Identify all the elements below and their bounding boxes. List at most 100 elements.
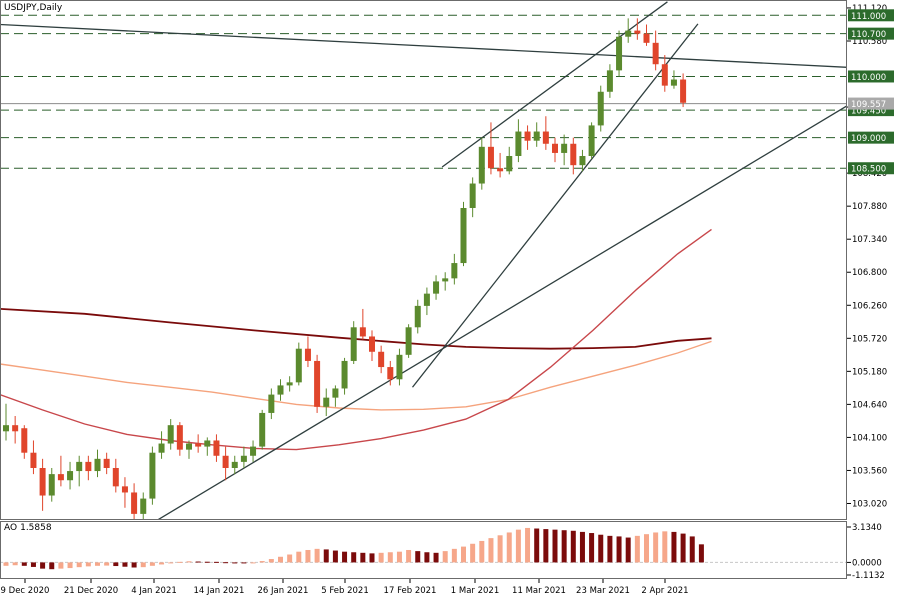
level-label: 108.500	[851, 165, 886, 175]
x-tick-label: 1 Mar 2021	[451, 586, 499, 596]
ao-bar	[287, 554, 293, 563]
ao-bar	[570, 530, 576, 563]
ao-bar	[479, 540, 485, 563]
ao-bar	[525, 527, 531, 563]
moving-average-line	[0, 308, 712, 350]
candle-body	[21, 428, 28, 453]
ao-bar	[21, 562, 27, 566]
candle-body	[579, 156, 586, 166]
candle-body	[423, 293, 430, 306]
level-label: 109.450	[851, 107, 886, 117]
symbol-label: USDJPY,Daily	[4, 3, 63, 13]
ao-bar	[232, 562, 238, 564]
candle-body	[570, 143, 577, 166]
candle-body	[625, 30, 632, 37]
ao-bar	[534, 528, 540, 563]
ao-bar	[396, 551, 402, 563]
moving-average-line	[0, 340, 712, 411]
candle-body	[350, 327, 357, 361]
level-label-box	[848, 131, 894, 144]
candle-body	[533, 131, 540, 141]
ao-bar	[515, 529, 521, 563]
candle-body	[240, 455, 247, 462]
candle-body	[387, 367, 394, 380]
ao-bar	[680, 533, 686, 563]
candle-body	[341, 360, 348, 389]
ao-bar	[451, 548, 457, 563]
ao-bar	[506, 532, 512, 563]
level-label-box	[848, 9, 894, 22]
candle-body	[405, 327, 412, 355]
ao-bar	[671, 531, 677, 563]
candle-body	[616, 36, 623, 71]
trendline	[0, 23, 847, 68]
x-tick-label: 9 Dec 2020	[1, 586, 50, 596]
ao-bar	[195, 561, 201, 563]
candle-body	[131, 492, 138, 514]
candle-body	[295, 348, 302, 383]
candle-body	[506, 156, 513, 172]
ao-bar	[387, 552, 393, 563]
ao-bar	[168, 562, 174, 564]
y-tick-label: 110.580	[852, 37, 887, 47]
ao-bar	[12, 562, 18, 566]
y-tick-label: 106.800	[852, 268, 887, 278]
ao-bar	[122, 562, 128, 567]
ao-bar	[213, 561, 219, 563]
ao-bar	[543, 529, 549, 563]
candle-body	[103, 458, 110, 468]
current-price-box	[848, 97, 894, 110]
ao-bar	[662, 531, 668, 563]
ao-tick-label: 3.1340	[852, 523, 882, 533]
x-tick-label: 21 Dec 2020	[64, 586, 118, 596]
candle-body	[606, 70, 613, 92]
x-tick-label: 23 Mar 2021	[576, 586, 630, 596]
ao-bar	[323, 549, 329, 563]
candle-body	[515, 131, 522, 156]
candle-body	[369, 336, 375, 352]
ao-bar	[131, 562, 137, 568]
candle-body	[112, 468, 119, 487]
candle-body	[451, 263, 458, 279]
candle-body	[204, 440, 211, 447]
ao-bar	[30, 562, 36, 567]
ao-bar	[598, 534, 604, 563]
ao-bar	[378, 552, 384, 563]
y-tick-label: 104.640	[852, 400, 887, 410]
ao-bar	[689, 536, 695, 563]
ao-bar	[369, 553, 375, 563]
ao-bar	[644, 534, 649, 563]
candle-body	[487, 146, 494, 169]
candle-body	[433, 281, 440, 294]
ao-bar	[85, 562, 91, 567]
candle-body	[478, 146, 485, 184]
candle-body	[597, 91, 604, 126]
candle-body	[213, 440, 220, 456]
ao-bar	[497, 535, 503, 563]
ao-bar	[589, 533, 595, 563]
ao-bar	[552, 529, 558, 563]
candle-body	[76, 461, 83, 472]
candle-body	[121, 486, 128, 493]
level-label-box	[848, 70, 894, 83]
y-tick-label: 106.260	[852, 301, 887, 311]
x-tick-label: 5 Feb 2021	[321, 586, 369, 596]
ao-bar	[95, 562, 100, 566]
candle-body	[442, 278, 449, 282]
ao-bar	[113, 562, 119, 567]
candle-body	[140, 498, 147, 514]
candle-body	[259, 412, 266, 447]
candle-body	[643, 33, 650, 43]
ao-bar	[140, 562, 146, 568]
ao-bar	[634, 535, 640, 563]
trendline	[441, 1, 668, 168]
candle-body	[680, 79, 687, 103]
ao-value: 1.5858	[20, 523, 52, 533]
candle-body	[231, 461, 238, 468]
ao-bar	[177, 561, 183, 563]
level-label: 110.000	[851, 73, 886, 83]
ao-bar	[241, 562, 247, 564]
ao-bar	[305, 549, 311, 563]
candle-body	[158, 443, 165, 453]
